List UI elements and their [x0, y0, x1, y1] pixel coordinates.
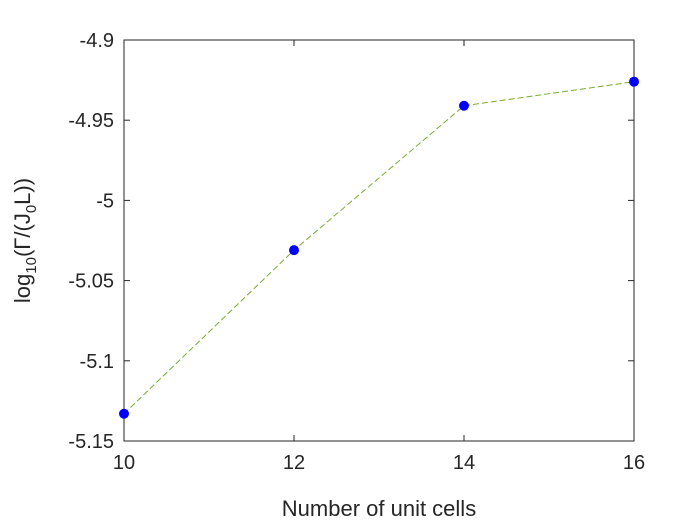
labels-layer: 10 12 14 16 -5.15 -5.1 -5.05 -5 -4.95 -4.9	[68, 30, 645, 474]
x-tick-label: 10	[113, 452, 135, 474]
data-point	[629, 76, 639, 87]
y-axis-label: log10(Γ/(J0L))	[10, 178, 40, 303]
data-point	[459, 100, 469, 111]
y-axis-label-part-a: log	[10, 274, 35, 303]
y-axis-label-part-c: L))	[10, 178, 35, 205]
series-layer	[119, 76, 639, 419]
data-point	[289, 245, 299, 256]
y-tick-label: -4.9	[80, 30, 114, 52]
y-axis-label-sub-a: 10	[23, 257, 40, 274]
series-line	[123, 81, 635, 415]
ticks-layer	[123, 39, 635, 442]
y-axis-label-part-b: (Γ/(J	[10, 213, 35, 257]
x-tick-label: 16	[623, 452, 645, 474]
y-tick-label: -5	[96, 190, 114, 212]
x-axis-label: Number of unit cells	[282, 496, 476, 521]
x-tick-label: 14	[453, 452, 475, 474]
data-point	[119, 408, 129, 419]
y-tick-label: -5.1	[80, 351, 114, 373]
y-axis-label-sub-b: 0	[23, 205, 40, 213]
y-tick-label: -4.95	[68, 110, 114, 132]
y-tick-label: -5.15	[68, 431, 114, 453]
x-tick-label: 12	[283, 452, 305, 474]
plot-area-frame	[123, 39, 635, 442]
y-tick-label: -5.05	[68, 271, 114, 293]
